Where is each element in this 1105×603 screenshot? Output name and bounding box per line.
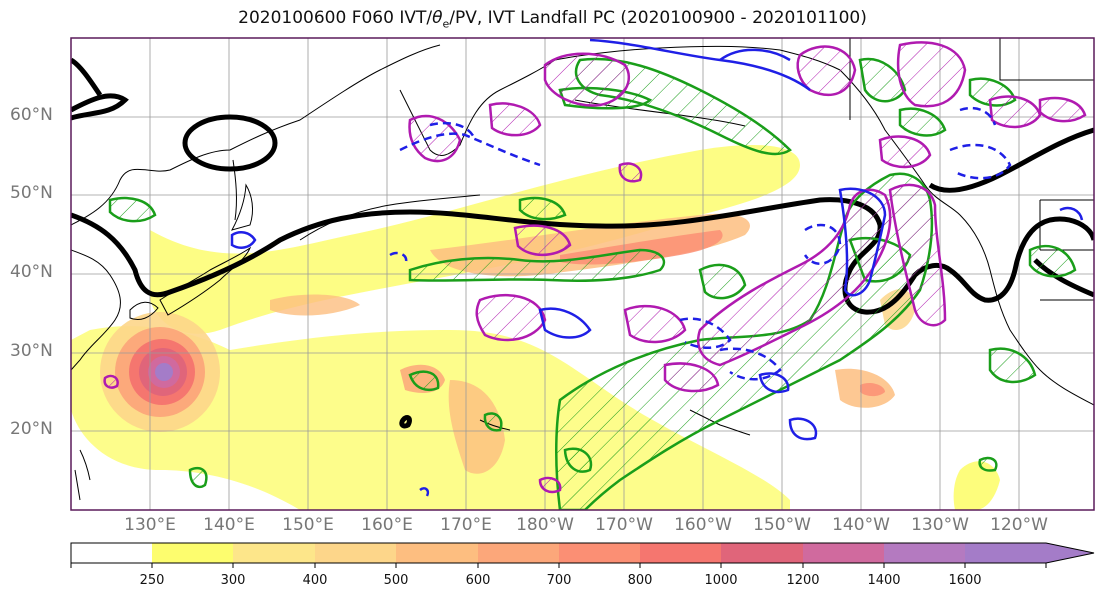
colorbar-tick-label: 700 [546,573,572,588]
colorbar-tick-label: 800 [627,573,653,588]
lon-label: 120°W [990,515,1048,535]
lon-label: 140°W [832,515,890,535]
lon-label: 140°E [203,515,255,535]
colorbar-tick-label: 250 [139,573,165,588]
lat-label: 50°N [10,183,53,203]
lon-label: 170°W [595,515,653,535]
lon-label: 160°W [674,515,732,535]
pv-negative-contours [230,38,1084,497]
lon-label: 150°E [282,515,334,535]
lon-label: 170°E [440,515,492,535]
landfall-pc-contours [103,41,1087,494]
lat-label: 60°N [10,105,53,125]
lat-label: 30°N [10,341,53,361]
colorbar-tick-label: 600 [465,573,491,588]
colorbar-tick-label: 1200 [786,573,820,588]
lon-label: 180°W [516,515,574,535]
lon-label: 160°E [361,515,413,535]
lon-label: 150°W [753,515,811,535]
colorbar [70,542,1095,568]
map-frame [70,37,1095,511]
colorbar-tick-label: 500 [383,573,409,588]
lon-label: 130°E [124,515,176,535]
lon-label: 130°W [911,515,969,535]
colorbar-tick-label: 300 [220,573,246,588]
map-title: 2020100600 F060 IVT/θe/PV, IVT Landfall … [238,8,867,31]
lat-label: 40°N [10,262,53,282]
colorbar-tick-label: 1400 [867,573,901,588]
colorbar-tick-label: 1000 [704,573,738,588]
colorbar-tick-label: 400 [302,573,328,588]
lat-label: 20°N [10,419,53,439]
colorbar-tick-label: 1600 [948,573,982,588]
